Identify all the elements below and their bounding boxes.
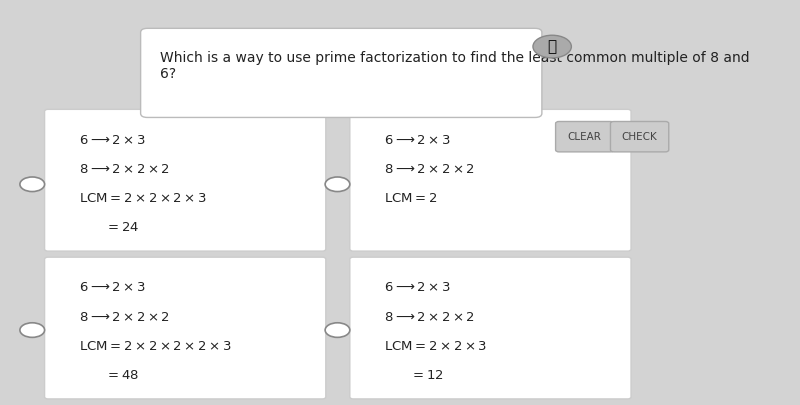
Text: $\mathrm{LCM} = 2 \times 2 \times 2 \times 2 \times 3$: $\mathrm{LCM} = 2 \times 2 \times 2 \tim… [79,340,231,353]
FancyBboxPatch shape [610,122,669,152]
Text: $\mathrm{LCM} = 2$: $\mathrm{LCM} = 2$ [384,192,438,205]
Text: $8 \longrightarrow 2 \times 2 \times 2$: $8 \longrightarrow 2 \times 2 \times 2$ [384,163,475,176]
Text: $\quad\quad = 48$: $\quad\quad = 48$ [79,369,139,382]
Circle shape [20,177,45,192]
FancyBboxPatch shape [141,28,542,117]
FancyBboxPatch shape [45,257,326,399]
Text: Which is a way to use prime factorization to find the least common multiple of 8: Which is a way to use prime factorizatio… [160,51,750,81]
FancyBboxPatch shape [350,109,631,251]
Text: $6 \longrightarrow 2 \times 3$: $6 \longrightarrow 2 \times 3$ [79,134,146,147]
Text: $6 \longrightarrow 2 \times 3$: $6 \longrightarrow 2 \times 3$ [384,134,450,147]
FancyBboxPatch shape [350,257,631,399]
Text: $\mathrm{LCM} = 2 \times 2 \times 3$: $\mathrm{LCM} = 2 \times 2 \times 3$ [384,340,487,353]
Circle shape [325,323,350,337]
Text: $6 \longrightarrow 2 \times 3$: $6 \longrightarrow 2 \times 3$ [384,281,450,294]
Text: CHECK: CHECK [622,132,658,142]
Circle shape [325,177,350,192]
Text: $\quad\quad = 12$: $\quad\quad = 12$ [384,369,444,382]
Text: CLEAR: CLEAR [568,132,602,142]
Text: $\quad\quad = 24$: $\quad\quad = 24$ [79,221,139,234]
Circle shape [20,323,45,337]
Text: $8 \longrightarrow 2 \times 2 \times 2$: $8 \longrightarrow 2 \times 2 \times 2$ [384,311,475,324]
Text: $\mathrm{LCM} = 2 \times 2 \times 2 \times 3$: $\mathrm{LCM} = 2 \times 2 \times 2 \tim… [79,192,206,205]
Text: $6 \longrightarrow 2 \times 3$: $6 \longrightarrow 2 \times 3$ [79,281,146,294]
Text: $8 \longrightarrow 2 \times 2 \times 2$: $8 \longrightarrow 2 \times 2 \times 2$ [79,311,170,324]
FancyBboxPatch shape [45,109,326,251]
Circle shape [533,35,571,58]
Text: 🔊: 🔊 [547,39,557,54]
FancyBboxPatch shape [555,122,614,152]
Text: $8 \longrightarrow 2 \times 2 \times 2$: $8 \longrightarrow 2 \times 2 \times 2$ [79,163,170,176]
